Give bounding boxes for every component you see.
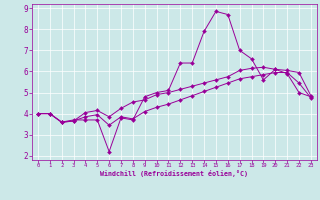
X-axis label: Windchill (Refroidissement éolien,°C): Windchill (Refroidissement éolien,°C) bbox=[100, 170, 248, 177]
